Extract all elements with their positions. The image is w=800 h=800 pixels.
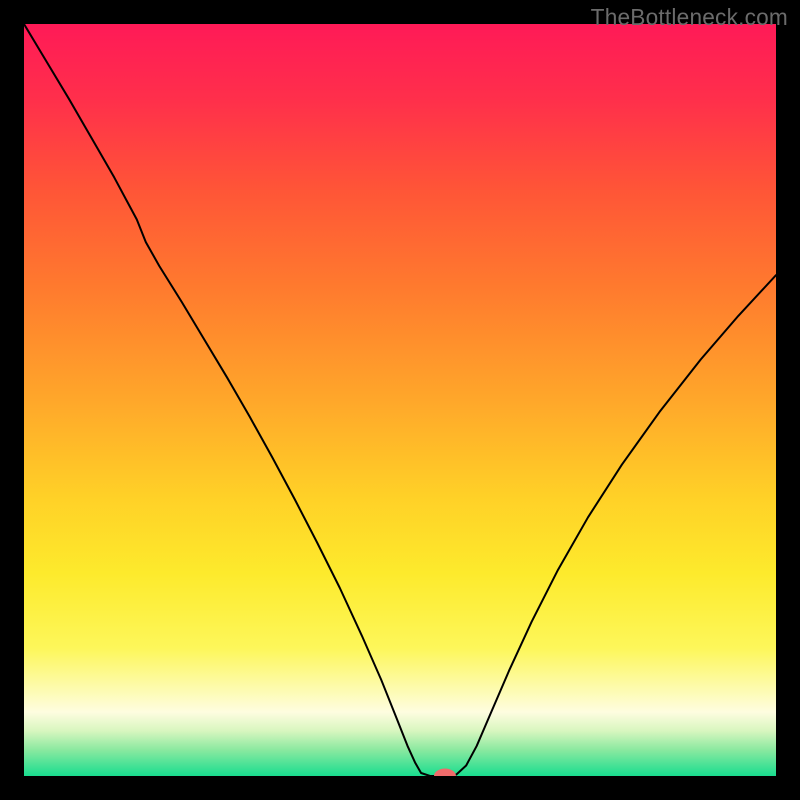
heat-gradient-background: [24, 24, 776, 776]
plot-area: [24, 24, 776, 776]
watermark-text: TheBottleneck.com: [591, 4, 788, 31]
chart-frame: TheBottleneck.com: [0, 0, 800, 800]
